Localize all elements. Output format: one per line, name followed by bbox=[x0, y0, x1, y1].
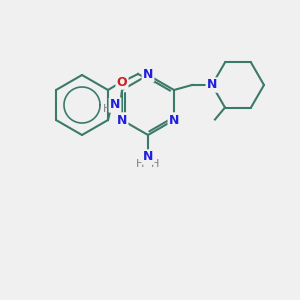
Text: N: N bbox=[143, 151, 153, 164]
Text: N: N bbox=[110, 98, 120, 112]
Text: N: N bbox=[169, 113, 179, 127]
Text: O: O bbox=[117, 76, 127, 88]
Text: H: H bbox=[103, 104, 111, 114]
Text: N: N bbox=[207, 79, 217, 92]
Text: H: H bbox=[136, 159, 144, 169]
Text: H: H bbox=[151, 159, 159, 169]
Text: N: N bbox=[117, 113, 127, 127]
Text: N: N bbox=[143, 68, 153, 82]
